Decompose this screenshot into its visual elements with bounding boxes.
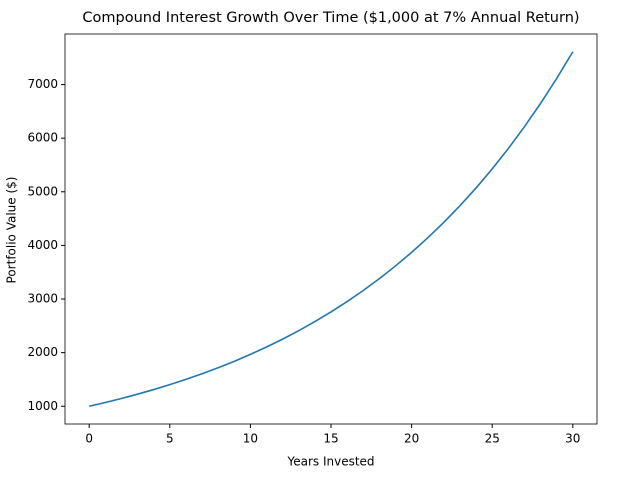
y-tick-label: 4000 — [27, 238, 58, 252]
y-tick-label: 2000 — [27, 345, 58, 359]
x-tick-label: 15 — [323, 432, 338, 446]
y-tick-label: 3000 — [27, 292, 58, 306]
y-tick-label: 1000 — [27, 399, 58, 413]
x-axis-label: Years Invested — [286, 455, 374, 469]
chart-title: Compound Interest Growth Over Time ($1,0… — [82, 10, 579, 26]
x-tick-label: 30 — [565, 432, 580, 446]
data-line — [89, 51, 574, 408]
x-tick-label: 0 — [85, 432, 93, 446]
y-tick-label: 5000 — [27, 184, 58, 198]
y-tick-label: 6000 — [27, 131, 58, 145]
plot-frame — [64, 33, 598, 425]
x-tick-label: 25 — [485, 432, 500, 446]
y-tick-label: 7000 — [27, 77, 58, 91]
x-tick-label: 10 — [243, 432, 258, 446]
x-tick-label: 5 — [166, 432, 174, 446]
y-axis-label: Portfolio Value ($) — [5, 177, 19, 284]
x-tick-label: 20 — [404, 432, 419, 446]
